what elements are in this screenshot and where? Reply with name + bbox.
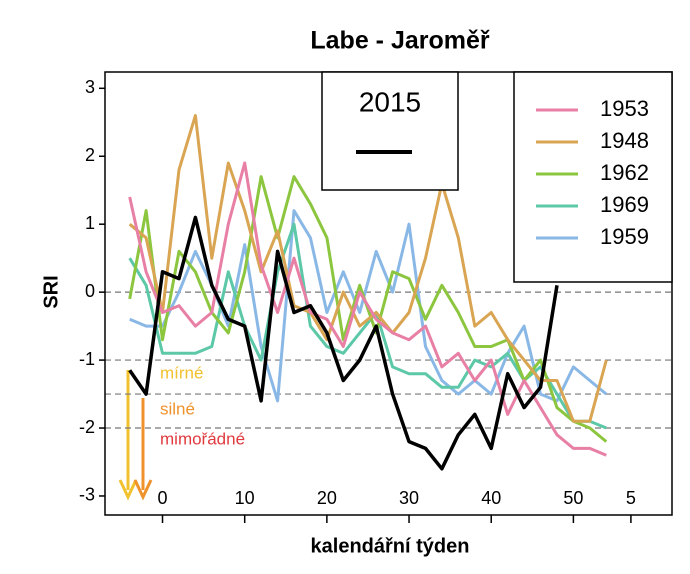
legend-label: 1953 <box>600 96 649 121</box>
annotation: silné <box>160 399 195 418</box>
annotation: mimořádné <box>160 429 245 448</box>
legend-label: 1962 <box>600 160 649 185</box>
x-tick-label: 30 <box>399 488 419 508</box>
legend-label: 1948 <box>600 128 649 153</box>
x-tick-label: 10 <box>235 488 255 508</box>
x-tick-label: 50 <box>563 488 583 508</box>
arrow <box>133 398 153 501</box>
y-tick-label: 0 <box>85 281 95 301</box>
x-tick-label: 0 <box>158 488 168 508</box>
y-tick-label: 1 <box>85 213 95 233</box>
series-line <box>128 161 607 457</box>
x-tick-label: 5 <box>626 488 636 508</box>
legend-label: 1969 <box>600 192 649 217</box>
legend-label: 2015 <box>359 86 421 117</box>
y-tick-label: -2 <box>79 417 95 437</box>
x-axis-label: kalendářní týden <box>311 535 470 557</box>
x-tick-label: 20 <box>317 488 337 508</box>
y-tick-label: -1 <box>79 349 95 369</box>
x-tick-label: 40 <box>481 488 501 508</box>
chart-title: Labe - Jaroměř <box>310 27 490 55</box>
y-tick-label: -3 <box>79 485 95 505</box>
legend-label: 1959 <box>600 224 649 249</box>
legend-box <box>321 71 459 191</box>
y-tick-label: 2 <box>85 145 95 165</box>
arrow <box>118 370 138 501</box>
y-tick-label: 3 <box>85 77 95 97</box>
series-line <box>128 114 608 423</box>
y-axis-label: SRI <box>40 275 62 308</box>
series-line <box>128 175 608 443</box>
series-line <box>128 215 559 471</box>
legend-box <box>513 71 673 283</box>
annotation: mírné <box>160 363 203 382</box>
